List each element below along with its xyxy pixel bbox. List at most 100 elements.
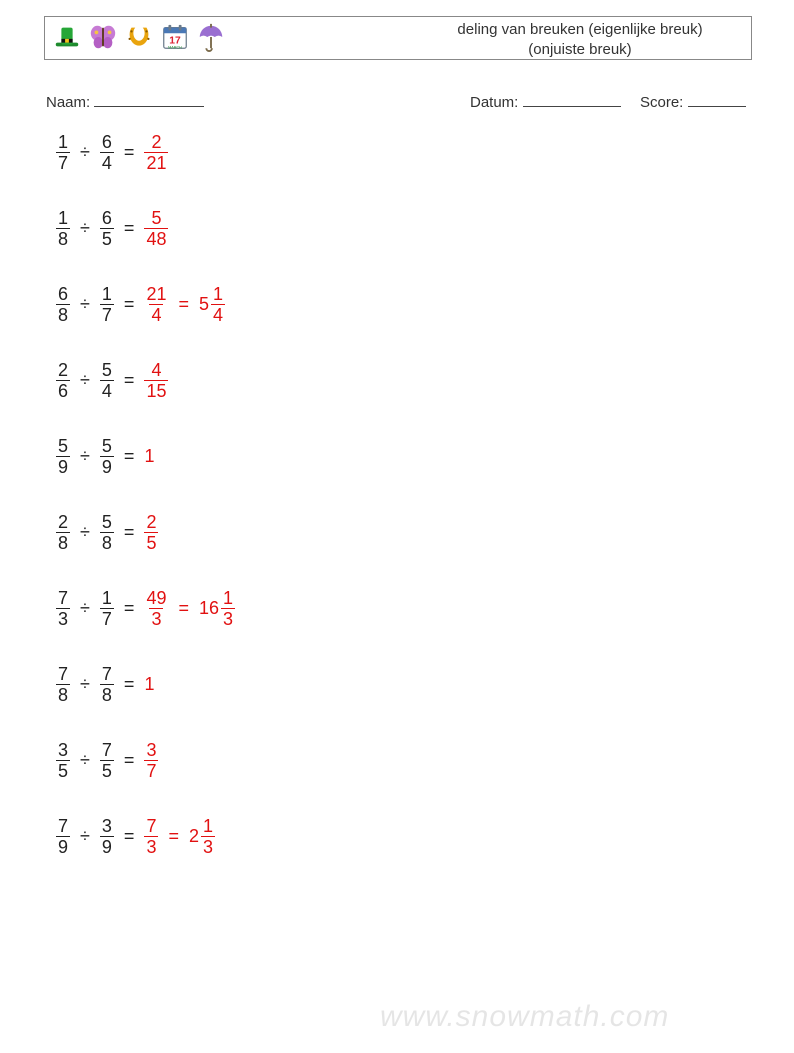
answer-mixed: 213 — [189, 817, 215, 856]
mixed-whole: 16 — [199, 598, 219, 619]
fraction-denominator: 6 — [56, 380, 70, 400]
fraction: 79 — [56, 817, 70, 856]
fraction-denominator: 8 — [100, 532, 114, 552]
divide-symbol: ÷ — [76, 446, 94, 467]
problem-row: 17÷64=221 — [56, 130, 235, 174]
fraction-numerator: 3 — [100, 817, 114, 836]
name-blank[interactable] — [94, 92, 204, 107]
fraction-denominator: 21 — [144, 152, 168, 172]
fraction: 59 — [100, 437, 114, 476]
divide-symbol: ÷ — [76, 598, 94, 619]
fraction-numerator: 5 — [100, 513, 114, 532]
fraction-denominator: 4 — [100, 152, 114, 172]
fraction-denominator: 5 — [100, 760, 114, 780]
date-field: Datum: — [470, 92, 621, 111]
fraction-numerator: 49 — [144, 589, 168, 608]
fraction: 65 — [100, 209, 114, 248]
problem-row: 68÷17=214=514 — [56, 282, 235, 326]
equals-symbol: = — [120, 598, 139, 619]
fraction: 13 — [201, 817, 215, 856]
horseshoe-icon — [124, 22, 154, 52]
fraction-numerator: 1 — [56, 133, 70, 152]
butterfly-icon — [88, 22, 118, 52]
worksheet-title: deling van breuken (eigenlijke breuk) (o… — [420, 20, 740, 61]
fraction-denominator: 8 — [56, 532, 70, 552]
fraction-numerator: 1 — [100, 285, 114, 304]
fraction: 17 — [56, 133, 70, 172]
fraction-denominator: 7 — [56, 152, 70, 172]
fraction-numerator: 2 — [56, 361, 70, 380]
problem-row: 79÷39=73=213 — [56, 814, 235, 858]
calendar-icon: 17MARCH — [160, 22, 190, 52]
fraction: 17 — [100, 285, 114, 324]
fraction-numerator: 3 — [144, 741, 158, 760]
fraction-numerator: 2 — [149, 133, 163, 152]
fraction-numerator: 5 — [56, 437, 70, 456]
score-blank[interactable] — [688, 92, 746, 107]
mixed-whole: 2 — [189, 826, 199, 847]
name-label: Naam: — [46, 94, 90, 111]
fraction: 73 — [56, 589, 70, 628]
equals-symbol: = — [120, 294, 139, 315]
fraction-numerator: 7 — [56, 589, 70, 608]
fraction: 548 — [144, 209, 168, 248]
score-label: Score: — [640, 94, 683, 111]
equals-symbol: = — [120, 522, 139, 543]
fraction: 35 — [56, 741, 70, 780]
equals-symbol: = — [120, 750, 139, 771]
equals-symbol: = — [164, 826, 183, 847]
fraction-denominator: 7 — [100, 608, 114, 628]
fraction: 75 — [100, 741, 114, 780]
fraction: 73 — [144, 817, 158, 856]
fraction: 26 — [56, 361, 70, 400]
fraction: 68 — [56, 285, 70, 324]
umbrella-icon — [196, 22, 226, 52]
fraction-numerator: 7 — [100, 741, 114, 760]
fraction-numerator: 6 — [100, 209, 114, 228]
fraction-numerator: 7 — [56, 817, 70, 836]
fraction-denominator: 15 — [144, 380, 168, 400]
fraction: 78 — [100, 665, 114, 704]
fraction-denominator: 9 — [56, 836, 70, 856]
date-blank[interactable] — [523, 92, 621, 107]
equals-symbol: = — [174, 294, 193, 315]
fraction: 58 — [100, 513, 114, 552]
fraction-denominator: 7 — [144, 760, 158, 780]
fraction-denominator: 5 — [144, 532, 158, 552]
fraction-denominator: 8 — [56, 684, 70, 704]
divide-symbol: ÷ — [76, 674, 94, 695]
fraction-numerator: 1 — [201, 817, 215, 836]
divide-symbol: ÷ — [76, 370, 94, 391]
fraction-denominator: 9 — [56, 456, 70, 476]
mixed-whole: 5 — [199, 294, 209, 315]
fraction-denominator: 4 — [211, 304, 225, 324]
fraction-numerator: 5 — [100, 361, 114, 380]
problem-row: 28÷58=25 — [56, 510, 235, 554]
fraction: 59 — [56, 437, 70, 476]
fraction-numerator: 1 — [211, 285, 225, 304]
answer-mixed: 1613 — [199, 589, 235, 628]
fraction-denominator: 8 — [100, 684, 114, 704]
answer-mixed: 514 — [199, 285, 225, 324]
fraction-denominator: 9 — [100, 456, 114, 476]
fraction: 214 — [144, 285, 168, 324]
name-field: Naam: — [46, 92, 204, 111]
problems-list: 17÷64=22118÷65=54868÷17=214=51426÷54=415… — [56, 130, 235, 858]
fraction-denominator: 3 — [149, 608, 163, 628]
fraction: 415 — [144, 361, 168, 400]
equals-symbol: = — [174, 598, 193, 619]
watermark: www.snowmath.com — [380, 1000, 669, 1034]
problem-row: 73÷17=493=1613 — [56, 586, 235, 630]
fraction-numerator: 5 — [149, 209, 163, 228]
fraction-denominator: 3 — [144, 836, 158, 856]
date-label: Datum: — [470, 94, 518, 111]
problem-row: 18÷65=548 — [56, 206, 235, 250]
fraction-denominator: 7 — [100, 304, 114, 324]
fraction-denominator: 3 — [56, 608, 70, 628]
divide-symbol: ÷ — [76, 218, 94, 239]
problem-row: 35÷75=37 — [56, 738, 235, 782]
fraction-denominator: 5 — [56, 760, 70, 780]
fraction-numerator: 5 — [100, 437, 114, 456]
equals-symbol: = — [120, 370, 139, 391]
fraction-numerator: 1 — [100, 589, 114, 608]
